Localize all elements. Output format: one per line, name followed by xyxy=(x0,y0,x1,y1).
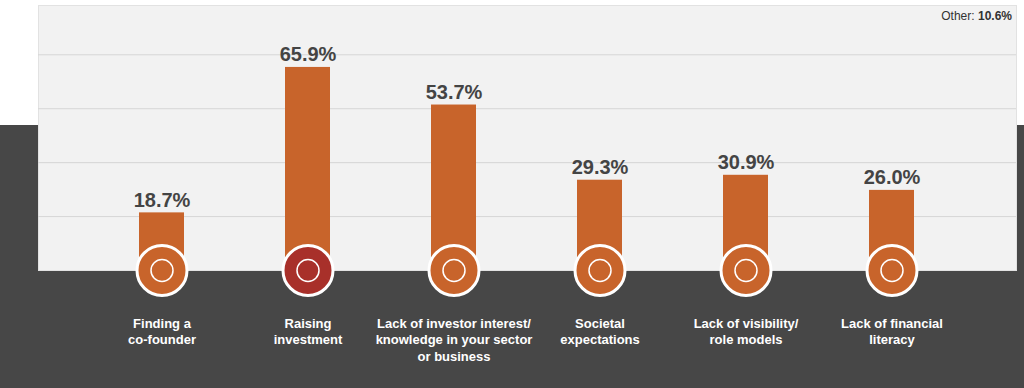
svg-text:29.3%: 29.3% xyxy=(572,156,629,178)
svg-text:65.9%: 65.9% xyxy=(280,43,337,65)
svg-text:Lack of financialliteracy: Lack of financialliteracy xyxy=(841,316,943,347)
svg-text:Finding aco-founder: Finding aco-founder xyxy=(128,316,196,347)
html-text:Other: 10.6%: Other: 10.6% xyxy=(941,9,1012,23)
svg-text:Lack of visibility/role models: Lack of visibility/role models xyxy=(694,316,799,347)
svg-text:Lack of investor interest/know: Lack of investor interest/knowledge in y… xyxy=(376,316,533,364)
svg-text:Raisinginvestment: Raisinginvestment xyxy=(274,316,343,347)
svg-text:53.7%: 53.7% xyxy=(426,81,483,103)
svg-text:Societalexpectations: Societalexpectations xyxy=(560,316,639,347)
svg-text:18.7%: 18.7% xyxy=(134,189,191,211)
svg-text:26.0%: 26.0% xyxy=(864,166,921,188)
svg-text:30.9%: 30.9% xyxy=(718,151,775,173)
